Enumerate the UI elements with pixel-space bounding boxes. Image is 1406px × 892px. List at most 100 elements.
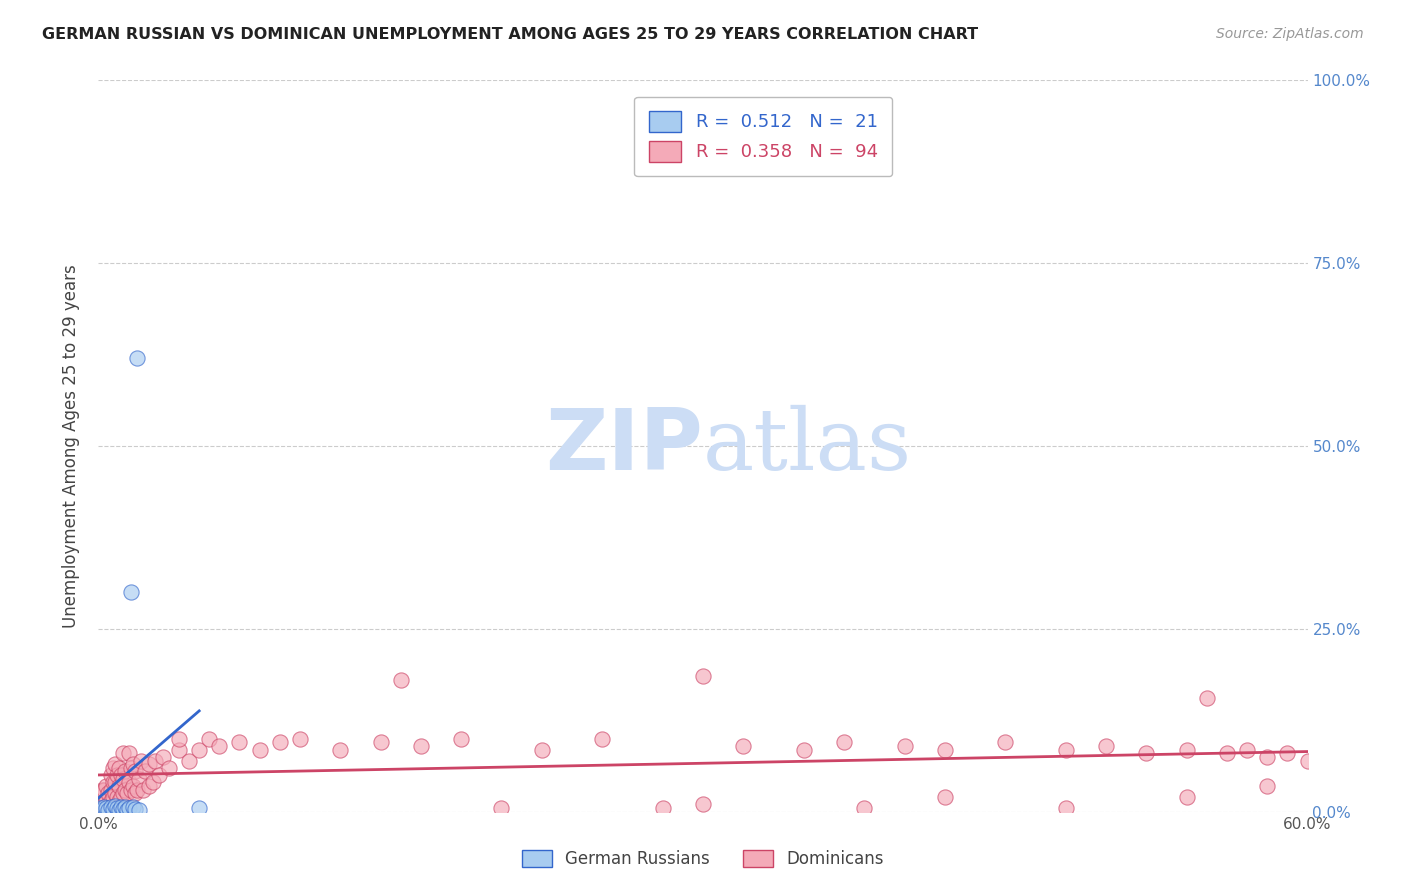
Point (129, 754, 152, 768)
Point (121, 800, 143, 814)
Y-axis label: Unemployment Among Ages 25 to 29 years: Unemployment Among Ages 25 to 29 years (62, 264, 80, 628)
Point (651, 801, 673, 815)
Point (409, 739, 432, 753)
Point (893, 739, 915, 753)
Point (111, 746, 134, 760)
Point (1256, 779, 1278, 793)
Point (1236, 742, 1258, 756)
Point (128, 772, 150, 786)
Point (97, 803, 120, 817)
Text: Source: ZipAtlas.com: Source: ZipAtlas.com (1216, 27, 1364, 41)
Point (100, 794, 122, 808)
Point (125, 782, 148, 797)
Point (100, 768, 122, 782)
Point (101, 790, 124, 805)
Point (96, 801, 118, 815)
Point (692, 669, 714, 683)
Point (1277, 746, 1299, 760)
Point (733, 739, 755, 753)
Point (103, 775, 125, 789)
Point (111, 787, 134, 801)
Point (1054, 801, 1077, 815)
Point (97, 797, 120, 812)
Point (105, 790, 128, 805)
Point (105, 801, 128, 815)
Point (120, 585, 142, 599)
Point (124, 764, 146, 779)
Point (249, 742, 271, 756)
Point (115, 803, 138, 817)
Point (1095, 739, 1118, 753)
Point (1195, 691, 1218, 706)
Point (118, 746, 141, 760)
Point (120, 761, 142, 775)
Point (1316, 749, 1339, 764)
Point (157, 761, 180, 775)
Point (101, 761, 124, 775)
Point (692, 797, 714, 812)
Point (107, 794, 129, 808)
Point (152, 749, 174, 764)
Point (1296, 754, 1319, 768)
Point (111, 772, 134, 786)
Point (530, 742, 553, 756)
Point (1175, 790, 1198, 805)
Text: GERMAN RUSSIAN VS DOMINICAN UNEMPLOYMENT AMONG AGES 25 TO 29 YEARS CORRELATION C: GERMAN RUSSIAN VS DOMINICAN UNEMPLOYMENT… (42, 27, 979, 42)
Point (107, 761, 129, 775)
Legend: German Russians, Dominicans: German Russians, Dominicans (515, 843, 891, 875)
Point (934, 742, 956, 756)
Point (107, 779, 129, 793)
Point (121, 779, 143, 793)
Point (96, 779, 118, 793)
Point (93, 782, 115, 797)
Point (934, 790, 956, 805)
Point (128, 803, 150, 817)
Point (111, 802, 134, 816)
Point (101, 802, 124, 816)
Point (110, 768, 132, 782)
Point (1135, 746, 1157, 760)
Point (143, 754, 166, 768)
Point (103, 757, 125, 772)
Point (100, 782, 122, 797)
Point (91, 782, 114, 797)
Point (389, 673, 412, 687)
Point (124, 787, 146, 801)
Point (118, 775, 141, 789)
Point (188, 801, 211, 815)
Point (114, 782, 136, 797)
Text: ZIP: ZIP (546, 404, 703, 488)
Point (198, 731, 221, 746)
Point (142, 775, 165, 789)
Point (110, 790, 132, 805)
Point (132, 782, 155, 797)
Point (1054, 742, 1077, 756)
Point (100, 800, 122, 814)
Point (1256, 749, 1278, 764)
Point (138, 779, 160, 793)
Point (115, 787, 138, 801)
Point (793, 742, 815, 756)
Point (1216, 746, 1239, 760)
Point (853, 801, 876, 815)
Point (96, 794, 118, 808)
Point (114, 764, 136, 779)
Point (370, 735, 392, 749)
Point (138, 757, 160, 772)
Point (125, 351, 148, 366)
Point (188, 742, 211, 756)
Point (179, 754, 201, 768)
Point (167, 742, 190, 756)
Point (101, 775, 124, 789)
Point (124, 802, 146, 816)
Text: atlas: atlas (703, 404, 912, 488)
Point (103, 787, 125, 801)
Point (329, 742, 352, 756)
Point (450, 731, 472, 746)
Point (91, 803, 114, 817)
Point (228, 735, 250, 749)
Point (269, 735, 291, 749)
Point (120, 782, 142, 797)
Point (994, 735, 1017, 749)
Legend: R =  0.512   N =  21, R =  0.358   N =  94: R = 0.512 N = 21, R = 0.358 N = 94 (634, 96, 893, 177)
